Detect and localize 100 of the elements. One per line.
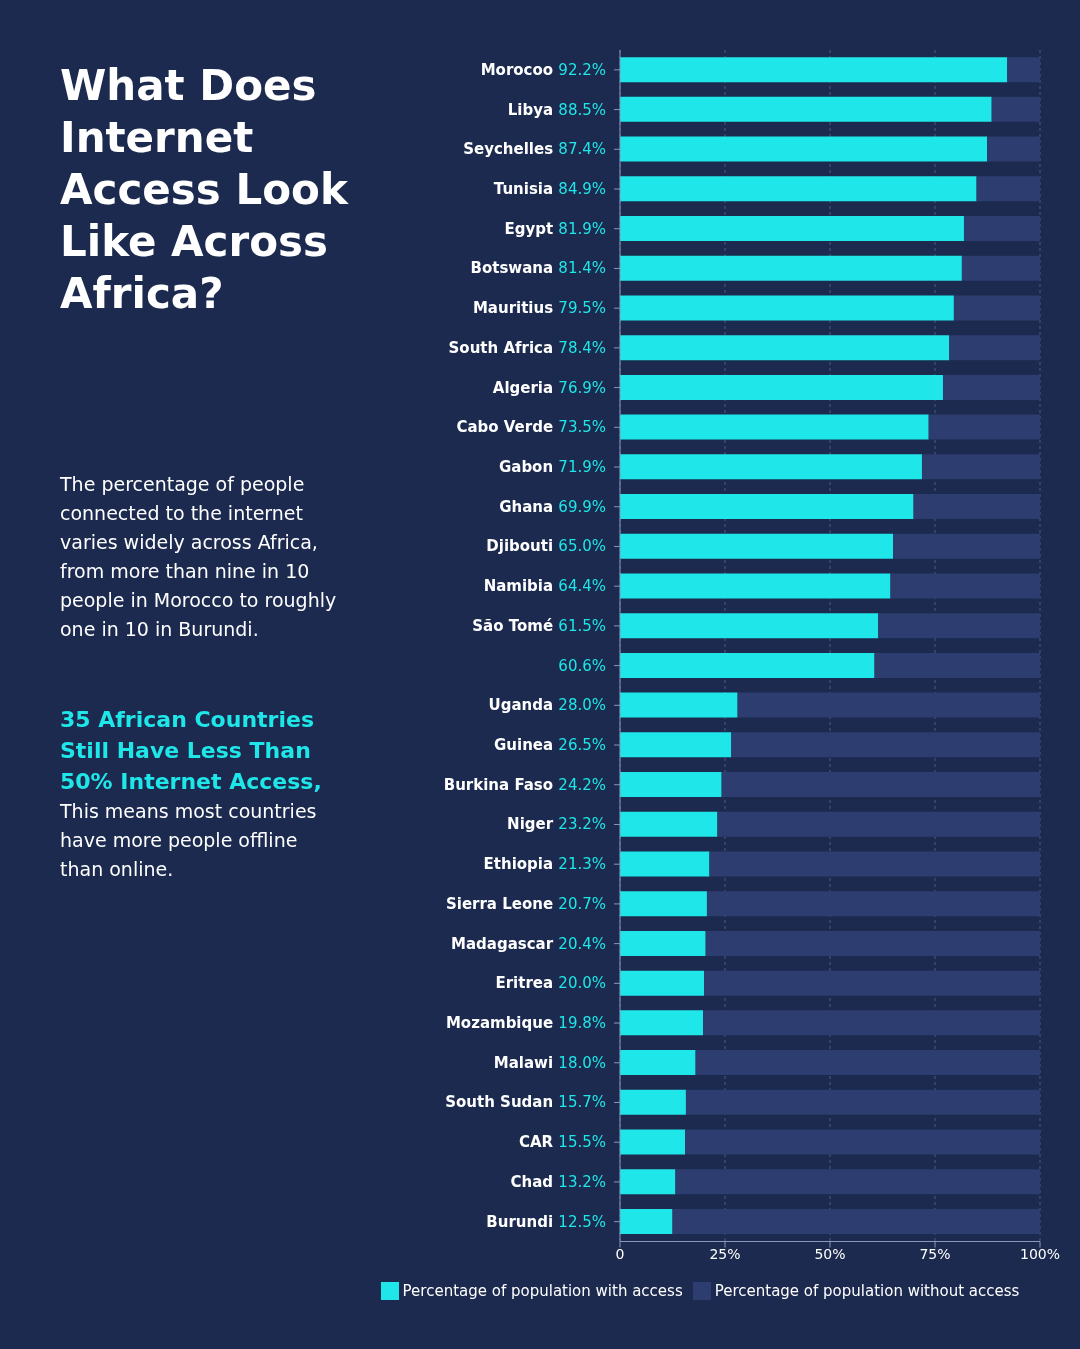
bar	[620, 57, 1008, 83]
bar	[893, 533, 1040, 559]
text: 92.2%	[558, 60, 606, 79]
y-tick-label: Burkina Faso	[443, 775, 559, 794]
bar	[620, 216, 964, 242]
text: 76.9%	[558, 378, 606, 397]
bar	[921, 454, 1040, 480]
text: 15.7%	[558, 1093, 606, 1112]
text: 65.0%	[558, 537, 606, 556]
bar	[874, 652, 1040, 678]
y-tick-label: Algeria	[492, 378, 559, 397]
bar	[620, 255, 962, 281]
bar	[620, 573, 891, 599]
text: 18.0%	[558, 1053, 606, 1072]
y-tick-label: Mozambique	[445, 1014, 559, 1033]
text: 84.9%	[558, 180, 606, 199]
text: 19.8%	[558, 1014, 606, 1033]
text: 73.5%	[558, 418, 606, 437]
bar	[620, 454, 922, 480]
y-tick-label: São Tomé	[472, 616, 559, 635]
bar	[620, 1208, 673, 1234]
y-tick-label: Niger	[507, 815, 559, 834]
bar	[731, 732, 1040, 758]
text: What Does Internet Access Look Like Across Africa?	[60, 60, 350, 320]
bar	[620, 1089, 686, 1115]
bar	[620, 1169, 676, 1195]
bar	[703, 1010, 1040, 1036]
y-tick-label: Ghana	[499, 497, 559, 516]
text: 69.9%	[558, 497, 606, 516]
bar	[620, 374, 943, 400]
text: 88.5%	[558, 100, 606, 119]
bar	[620, 1050, 696, 1076]
y-tick-label: Egypt	[504, 219, 559, 238]
y-tick-label: Madagascar	[451, 934, 559, 953]
bar	[953, 295, 1040, 321]
text: 71.9%	[558, 458, 606, 477]
x-tick-label: 0	[615, 1246, 625, 1263]
bar	[976, 176, 1040, 202]
bar	[675, 1169, 1040, 1195]
x-tick-label: 50%	[814, 1246, 846, 1263]
bar	[961, 255, 1040, 281]
text: 81.9%	[558, 219, 606, 238]
bar	[704, 970, 1040, 996]
bar	[706, 891, 1040, 917]
bar	[620, 811, 718, 837]
bar	[685, 1129, 1040, 1155]
legend-label: Percentage of population without access	[714, 1281, 1020, 1300]
y-tick-label: Sierra Leone	[445, 894, 559, 913]
bar	[620, 136, 988, 162]
y-tick-label: Malawi	[493, 1053, 559, 1072]
text: 20.0%	[558, 974, 606, 993]
text: 15.5%	[558, 1133, 606, 1152]
y-tick-label: Chad	[510, 1172, 559, 1191]
y-tick-label: South Sudan	[445, 1093, 559, 1112]
bar	[705, 930, 1040, 956]
text: 81.4%	[558, 259, 606, 278]
text: 20.4%	[558, 934, 606, 953]
text: The percentage of people connected to the internet varies widely across Africa, from more than nine in 10 people in Morocco to roughly one in 10 in Burundi.	[60, 472, 338, 642]
bar	[620, 692, 738, 718]
y-tick-label: Namibia	[483, 577, 559, 596]
y-tick-label: South Africa	[448, 338, 559, 357]
x-tick-label: 75%	[919, 1246, 951, 1263]
text: 78.4%	[558, 338, 606, 357]
text: 13.2%	[558, 1172, 606, 1191]
bar	[620, 652, 875, 678]
y-tick-label: Cabo Verde	[456, 418, 559, 437]
y-tick-label: Djibouti	[486, 537, 559, 556]
y-tick-label: Tunisia	[493, 180, 559, 199]
x-tick-label: 100%	[1019, 1246, 1061, 1263]
bar	[620, 533, 893, 559]
bar	[913, 494, 1040, 520]
bar	[620, 772, 722, 798]
bar	[620, 732, 732, 758]
bar	[685, 1089, 1040, 1115]
bar	[620, 335, 950, 361]
text: 79.5%	[558, 299, 606, 318]
bar	[717, 811, 1040, 837]
bar	[620, 1129, 686, 1155]
bar	[949, 335, 1040, 361]
bar	[878, 613, 1040, 639]
bar	[620, 613, 879, 639]
y-tick-label: Gabon	[498, 458, 559, 477]
bar	[890, 573, 1040, 599]
bar	[620, 494, 914, 520]
y-tick-label: Libya	[507, 100, 559, 119]
text: 60.6%	[558, 656, 606, 675]
bar	[620, 414, 929, 440]
y-tick-label: Burundi	[486, 1212, 559, 1231]
bar	[620, 891, 707, 917]
bar	[620, 970, 704, 996]
bar	[928, 414, 1040, 440]
y-tick-label: CAR	[518, 1133, 559, 1152]
bar	[987, 136, 1040, 162]
y-tick-label: Uganda	[488, 696, 559, 715]
y-tick-label: Guinea	[494, 736, 559, 755]
text: 20.7%	[558, 894, 606, 913]
bar	[620, 295, 954, 321]
bar	[672, 1208, 1040, 1234]
text: 26.5%	[558, 736, 606, 755]
bar	[620, 1010, 704, 1036]
